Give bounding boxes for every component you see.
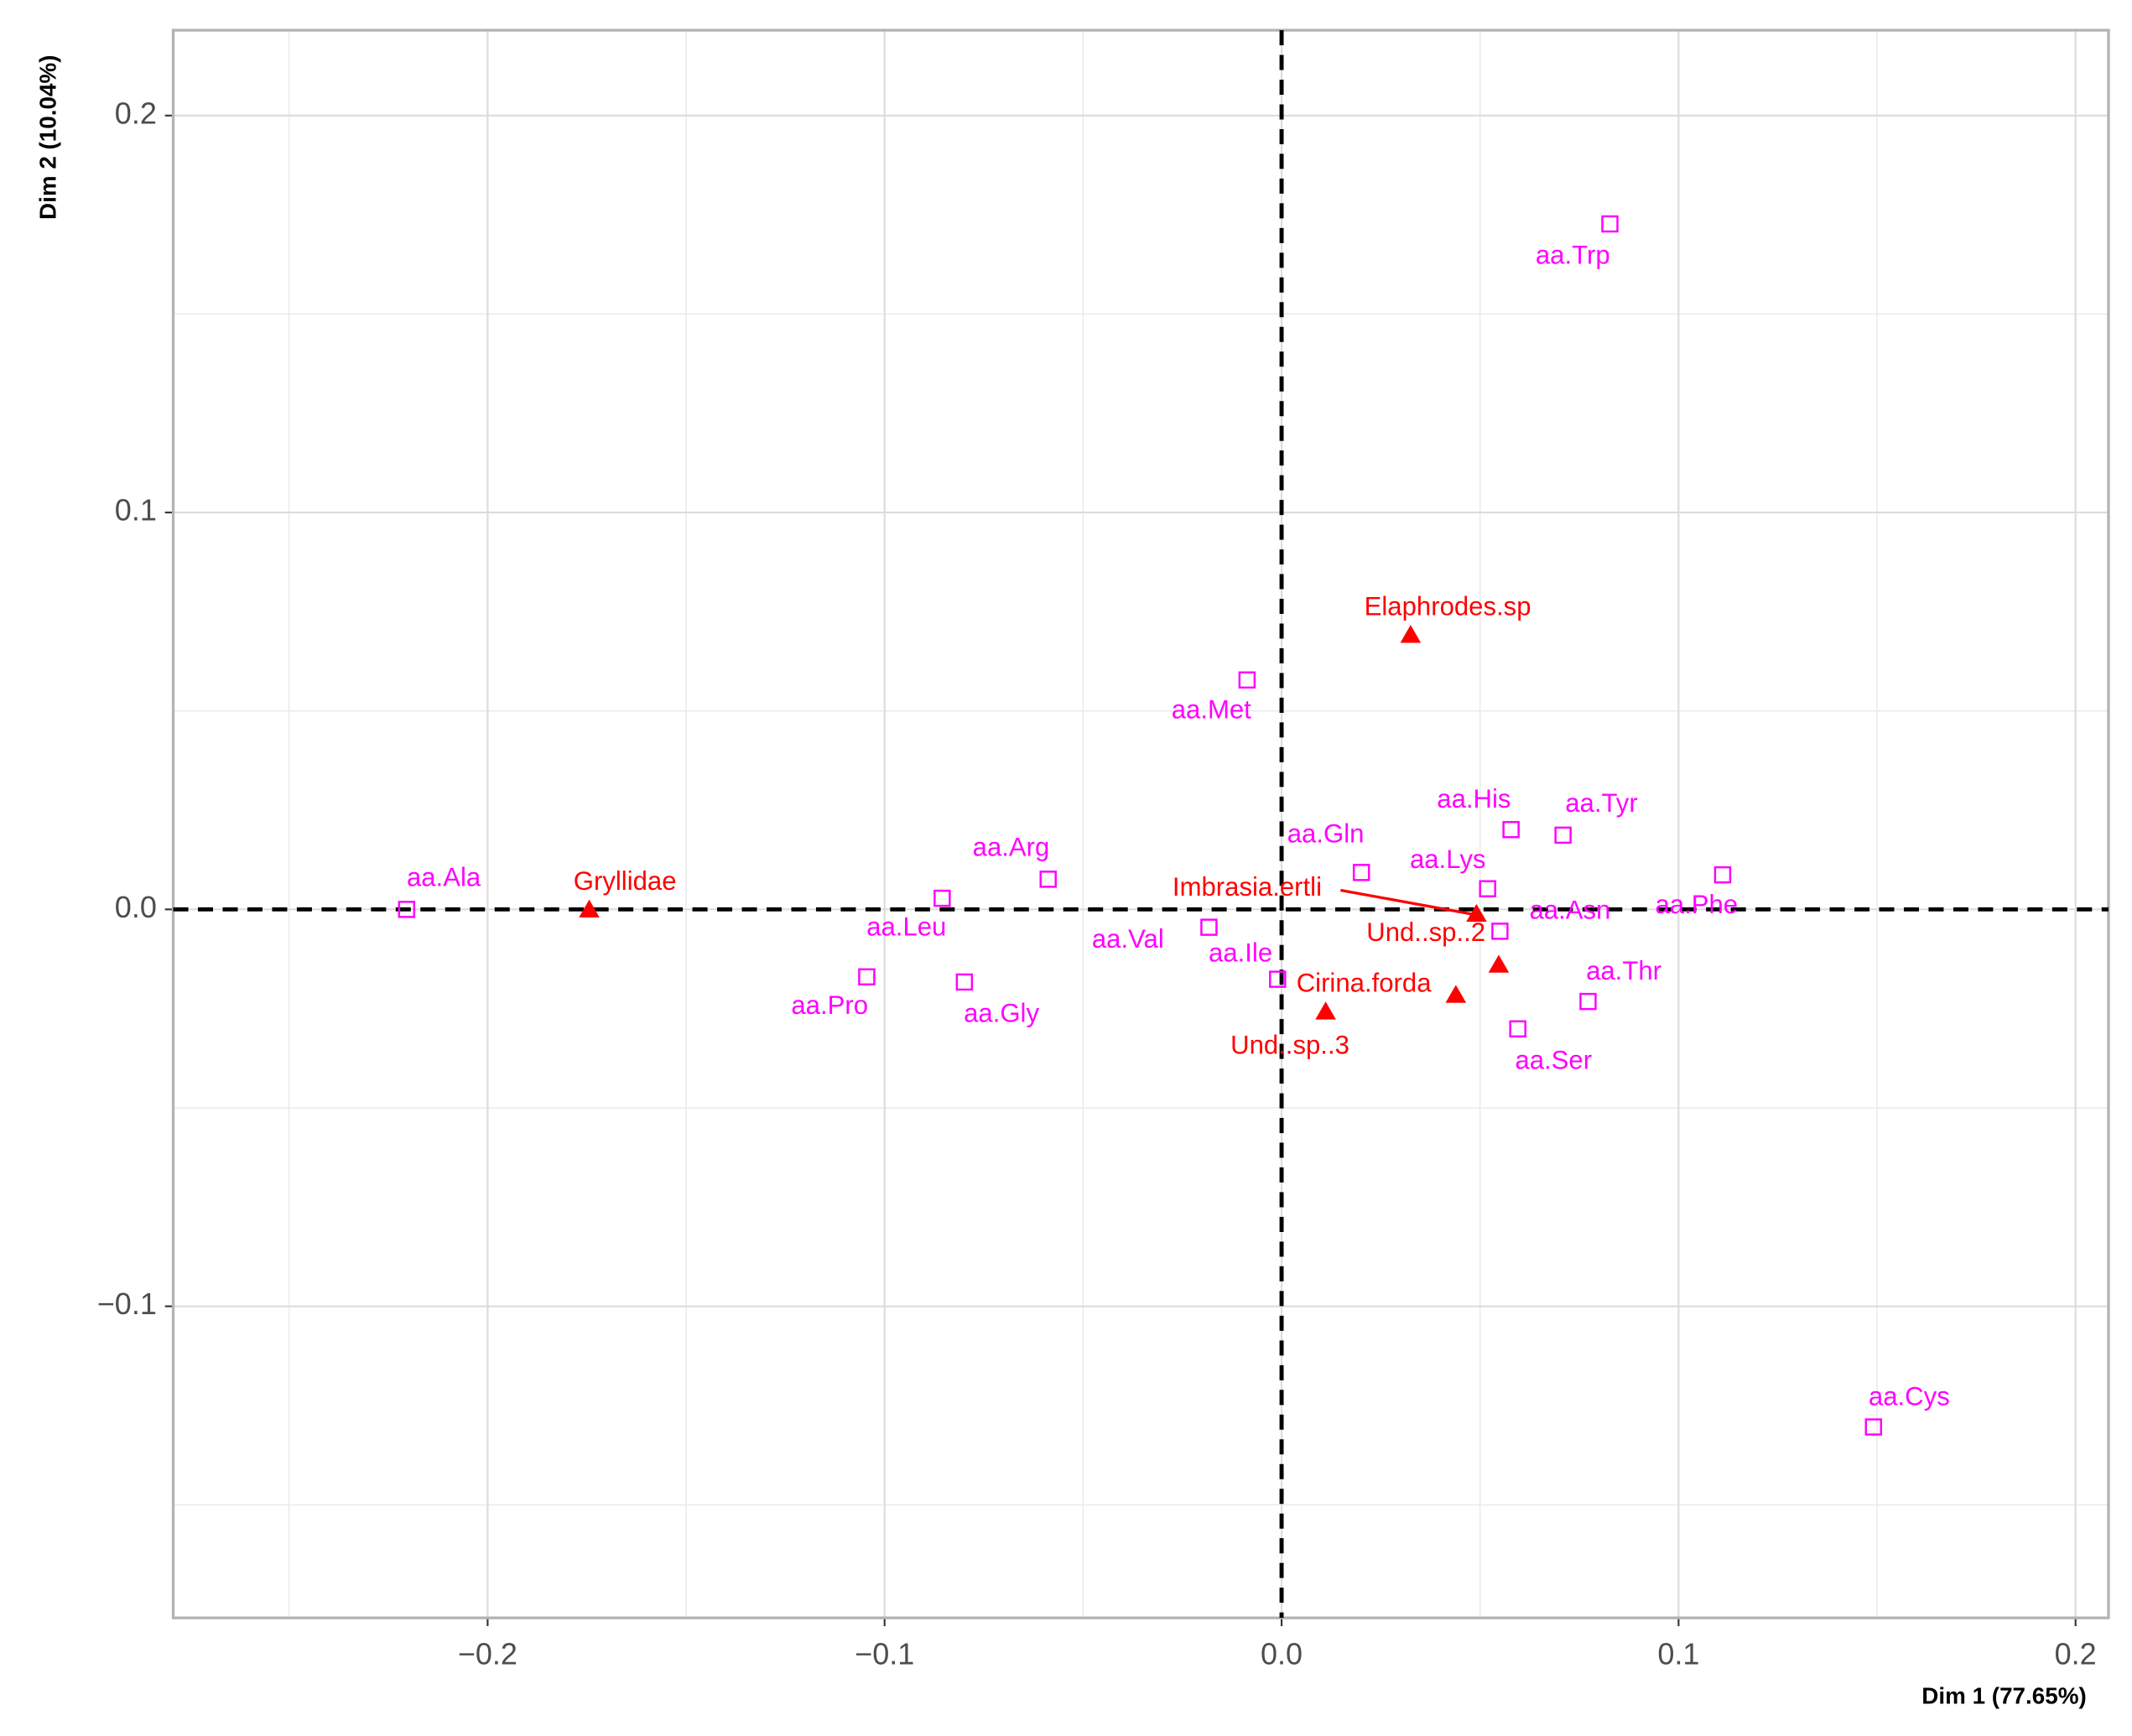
point-label: aa.Gln (1287, 819, 1365, 848)
point-label: aa.Tyr (1565, 788, 1637, 818)
x-tick-label: −0.2 (458, 1637, 517, 1671)
point (1315, 1001, 1336, 1020)
point (1479, 880, 1496, 897)
y-tick-label: −0.1 (97, 1286, 157, 1321)
point-label: Cirina.forda (1297, 969, 1433, 998)
point-label: aa.Thr (1586, 956, 1661, 985)
point-label: Imbrasia.ertli (1173, 872, 1322, 902)
point (1238, 671, 1256, 689)
panel-border (171, 29, 2110, 1619)
point (1445, 985, 1467, 1003)
x-axis-title: Dim 1 (77.65%) (1921, 1683, 2086, 1709)
point-label: aa.Phe (1655, 890, 1738, 919)
x-tick-label: 0.1 (1657, 1637, 1699, 1671)
y-axis-title: Dim 2 (10.04%) (34, 55, 60, 220)
point (1039, 871, 1057, 888)
point (858, 968, 876, 986)
point (1713, 865, 1732, 884)
point-label: aa.Cys (1869, 1381, 1950, 1411)
point (1579, 992, 1597, 1011)
point-label: aa.Val (1092, 924, 1164, 954)
x-tick-label: 0.0 (1261, 1637, 1303, 1671)
point-label: aa.Asn (1529, 896, 1610, 925)
x-tick-label: 0.2 (2055, 1637, 2097, 1671)
point-label: Und..sp..2 (1366, 917, 1485, 947)
point (1509, 1020, 1526, 1038)
point-label: aa.Arg (973, 833, 1050, 862)
point (1491, 923, 1509, 940)
point (1269, 970, 1287, 988)
point-label: Gryllidae (574, 866, 677, 896)
y-tick-label: 0.2 (115, 96, 157, 130)
point (955, 973, 974, 991)
point (1601, 215, 1619, 233)
point-label: aa.Ala (407, 863, 481, 892)
point-label: aa.Ile (1209, 938, 1272, 967)
point-label: aa.Lys (1410, 845, 1486, 874)
point (1466, 903, 1487, 923)
point-label: aa.Trp (1536, 241, 1610, 270)
y-tick-label: 0.0 (115, 890, 157, 924)
point (1554, 826, 1572, 845)
point-label: Und..sp..3 (1230, 1031, 1349, 1060)
point (1502, 820, 1520, 839)
point-label: Elaphrodes.sp (1365, 592, 1531, 621)
point (933, 889, 951, 907)
point (1400, 625, 1422, 643)
y-tick-label: 0.1 (115, 493, 157, 528)
point (579, 899, 600, 917)
point-label: aa.Leu (866, 912, 946, 941)
point (1352, 864, 1370, 881)
point-label: aa.Ser (1515, 1045, 1592, 1074)
point-label: aa.Gly (964, 998, 1039, 1027)
point (1488, 954, 1510, 973)
x-tick-label: −0.1 (855, 1637, 914, 1671)
label-connector (1340, 888, 1477, 917)
point (1864, 1418, 1883, 1436)
point-label: aa.Met (1172, 695, 1251, 725)
point (398, 901, 416, 918)
point-label: aa.His (1437, 784, 1511, 813)
point-label: aa.Pro (791, 990, 868, 1020)
point (1200, 918, 1218, 936)
